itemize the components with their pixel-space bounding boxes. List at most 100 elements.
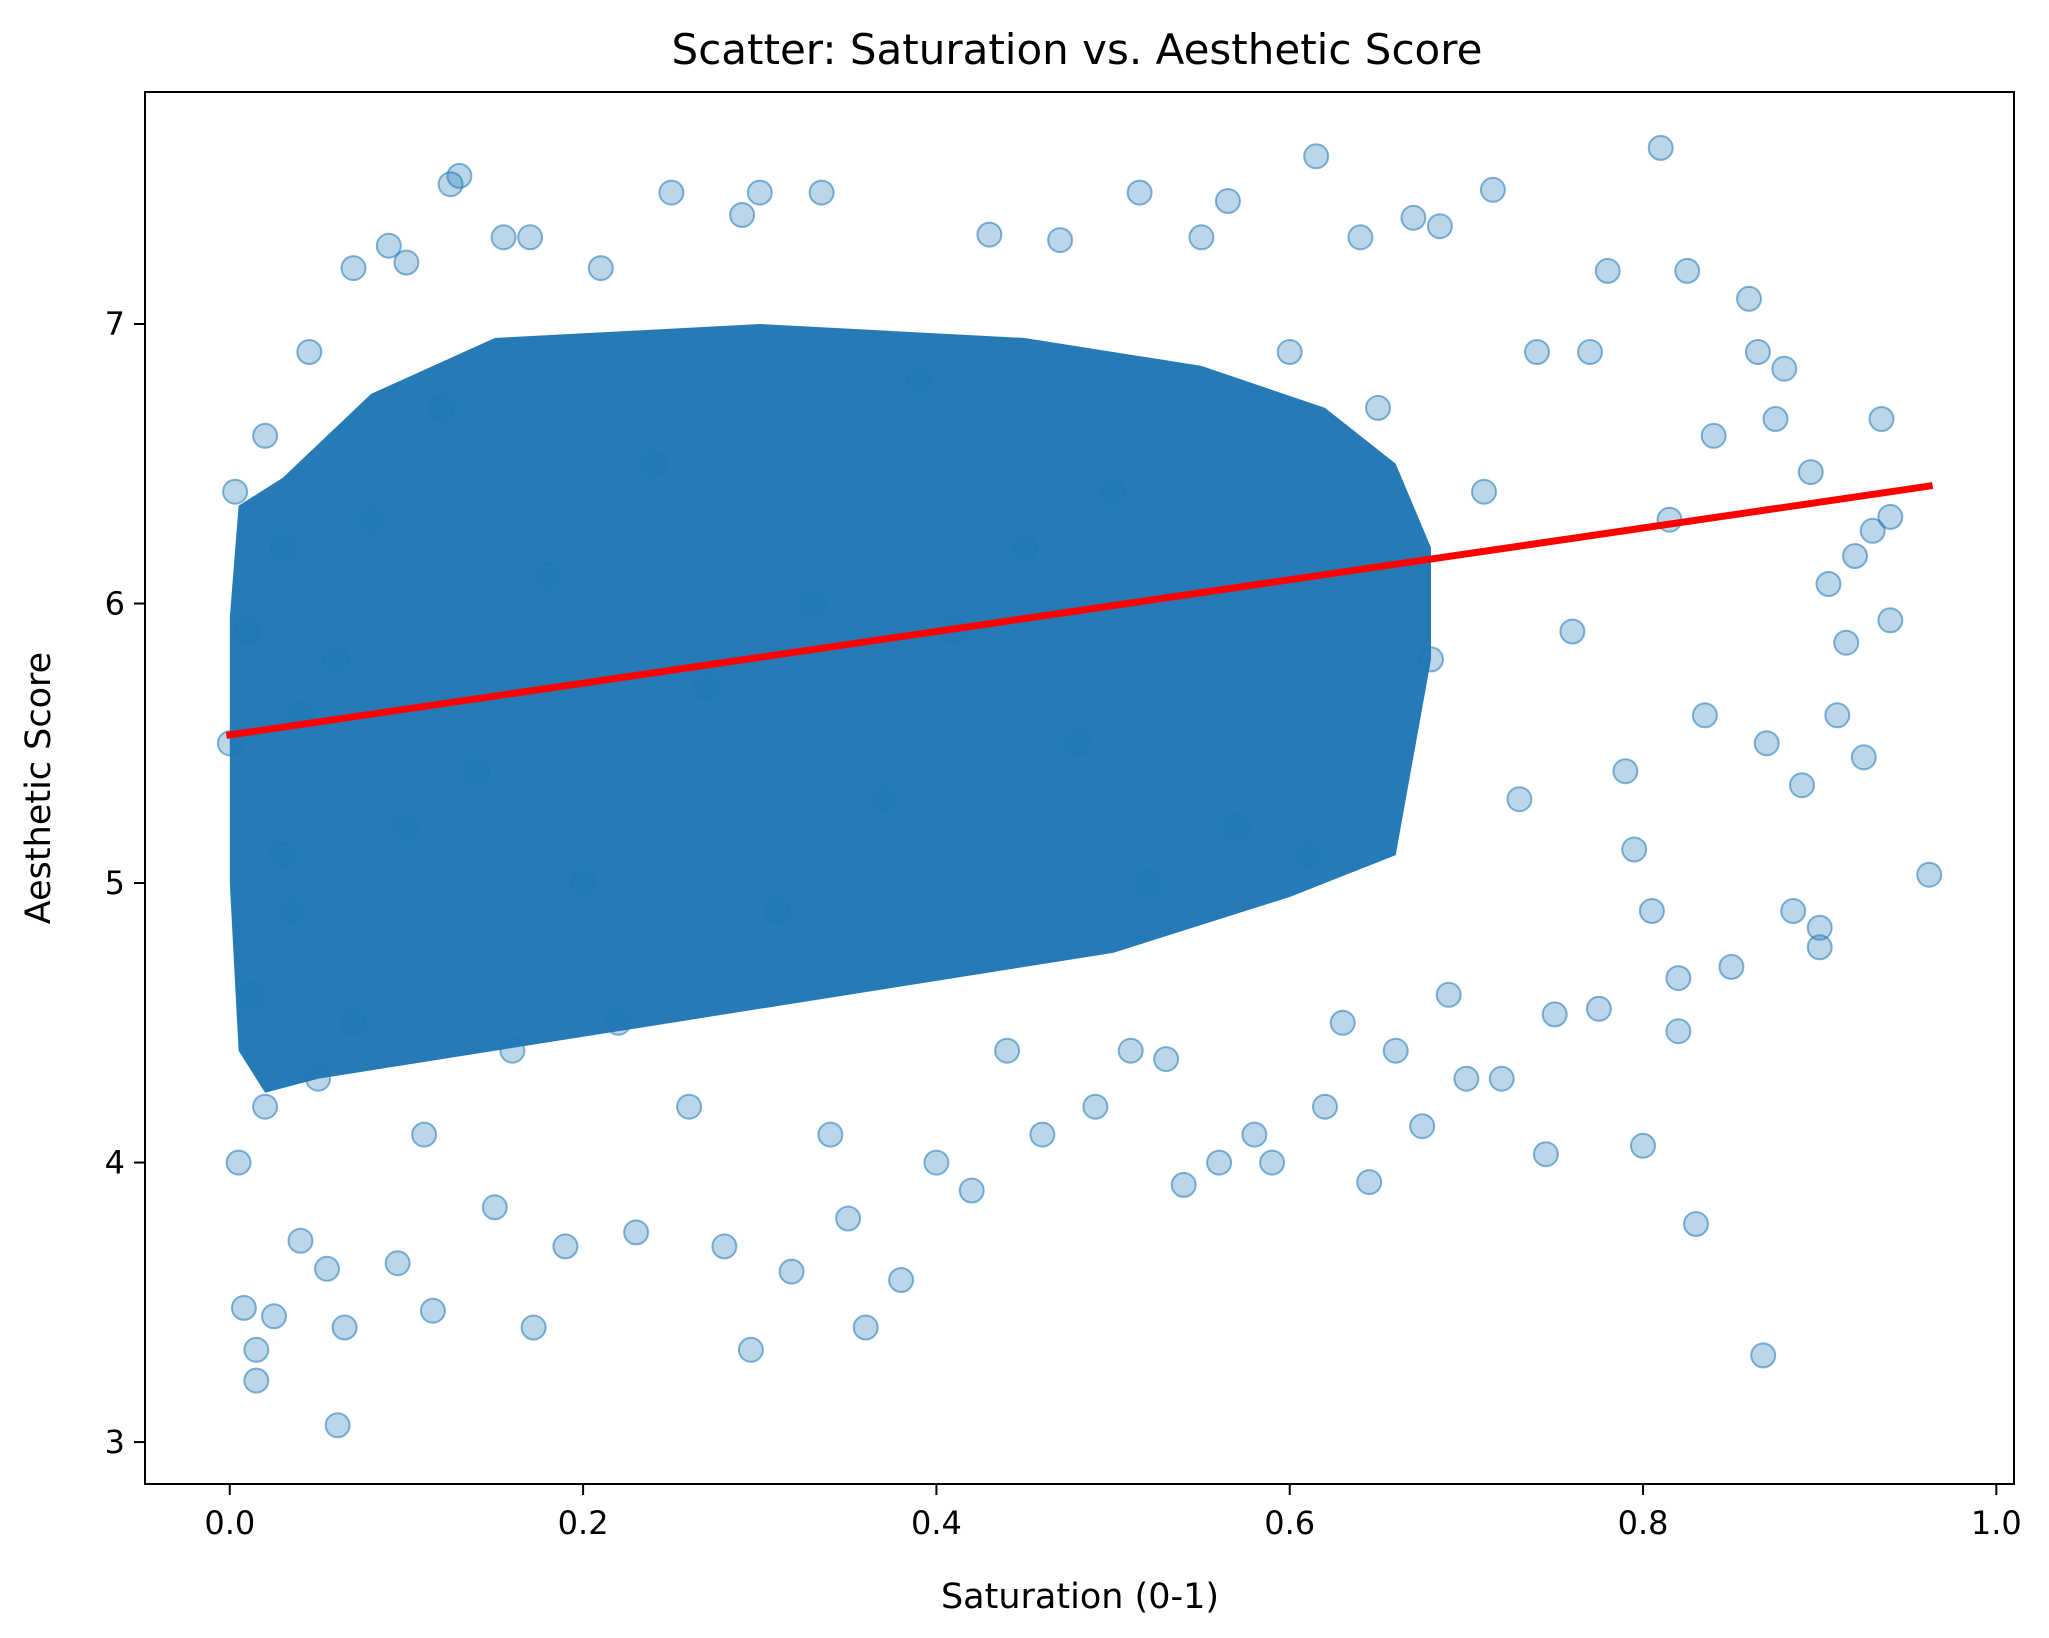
scatter-point	[499, 1037, 526, 1064]
scatter-point	[1665, 965, 1692, 992]
scatter-point	[296, 339, 323, 365]
scatter-point	[640, 450, 667, 477]
scatter-point	[1806, 934, 1833, 961]
scatter-point	[1797, 459, 1824, 486]
scatter-point	[658, 179, 685, 206]
scatter-point	[1594, 257, 1621, 284]
y-axis-label: Aesthetic Score	[19, 652, 59, 924]
scatter-point	[1303, 143, 1330, 170]
scatter-point	[1356, 1169, 1383, 1196]
scatter-point	[446, 162, 473, 189]
scatter-point	[269, 842, 296, 869]
scatter-point	[1750, 1342, 1777, 1369]
scatter-point	[1541, 1001, 1568, 1028]
x-tick-label: 0.2	[558, 1504, 609, 1542]
scatter-point	[1859, 517, 1886, 544]
scatter-point	[1153, 1046, 1180, 1073]
scatter-point	[375, 232, 402, 259]
y-tick-label: 3	[105, 1423, 125, 1461]
scatter-point	[222, 478, 249, 505]
scatter-point	[340, 1009, 367, 1036]
scatter-point	[1214, 188, 1241, 214]
scatter-point	[1630, 1132, 1656, 1159]
scatter-point	[552, 1233, 579, 1260]
scatter-point	[852, 1314, 879, 1341]
scatter-point	[481, 1194, 508, 1221]
scatter-point	[1047, 227, 1074, 254]
x-axis-label: Saturation (0-1)	[941, 1577, 1219, 1617]
plot-area	[145, 92, 2014, 1484]
scatter-point	[1259, 1149, 1286, 1176]
scatter-point	[287, 1227, 314, 1254]
scatter-point	[1532, 1141, 1559, 1168]
scatter-point	[746, 179, 773, 206]
scatter-point	[888, 1267, 915, 1293]
x-tick-label: 0.6	[1264, 1504, 1315, 1542]
scatter-point	[1347, 224, 1374, 251]
scatter-point	[358, 506, 385, 533]
scatter-point	[393, 814, 420, 841]
x-tick-label: 0.0	[204, 1504, 255, 1542]
scatter-point	[1753, 730, 1780, 757]
scatter-point	[234, 618, 261, 645]
scatter-point	[419, 1297, 446, 1324]
regression-line	[225, 482, 1934, 739]
scatter-point	[314, 1255, 340, 1282]
scatter-point	[1365, 394, 1391, 421]
scatter-point	[1850, 744, 1877, 771]
scatter-point	[517, 224, 544, 251]
scatter-point	[1312, 1093, 1338, 1120]
scatter-point	[428, 394, 455, 421]
scatter-point	[676, 1093, 703, 1120]
scatter-point	[1206, 1149, 1233, 1176]
axes-frame	[144, 91, 2015, 1485]
scatter-point	[1329, 1009, 1356, 1036]
scatter-point	[1471, 478, 1497, 505]
y-tick-label: 6	[105, 585, 125, 623]
y-tick-label: 7	[105, 305, 125, 343]
scatter-point	[817, 1121, 844, 1148]
scatter-point	[322, 646, 349, 673]
scatter-point	[1577, 339, 1603, 365]
scatter-point	[905, 366, 932, 393]
scatter-point	[411, 1121, 438, 1148]
scatter-point	[570, 870, 597, 896]
scatter-point	[384, 1250, 411, 1277]
scatter-point	[269, 534, 296, 561]
scatter-point	[324, 1412, 351, 1439]
x-axis: 0.0 0.2 0.4 0.6 0.8 1.0	[204, 1484, 2022, 1542]
scatter-point	[1736, 285, 1762, 312]
scatter-point	[1621, 836, 1648, 863]
scatter-point	[393, 249, 420, 276]
points-layer	[216, 134, 1943, 1439]
scatter-point	[331, 1314, 358, 1341]
scatter-point	[1824, 702, 1851, 729]
scatter-point	[1011, 534, 1038, 561]
scatter-point	[605, 1009, 632, 1036]
dense-point-cloud	[229, 324, 1431, 1093]
scatter-point	[490, 224, 517, 251]
scatter-point	[1585, 995, 1612, 1022]
scatter-point	[764, 898, 791, 924]
scatter-point	[1877, 607, 1904, 634]
scatter-point	[1453, 1065, 1480, 1092]
scatter-point	[1916, 861, 1943, 888]
scatter-point	[1400, 204, 1427, 231]
scatter-point	[1665, 1018, 1692, 1045]
scatter-point	[1524, 339, 1550, 365]
scatter-point	[1241, 1121, 1268, 1148]
scatter-point	[737, 1336, 764, 1363]
scatter-point	[225, 1149, 252, 1176]
scatter-point	[1506, 786, 1533, 813]
scatter-point	[305, 1065, 332, 1092]
scatter-point	[1647, 134, 1674, 161]
dense-cloud-core	[229, 324, 1431, 1093]
scatter-point	[243, 1367, 270, 1394]
scatter-point	[1744, 339, 1771, 365]
scatter-point	[1877, 503, 1904, 530]
scatter-point	[1479, 176, 1506, 203]
scatter-point	[1188, 224, 1215, 251]
scatter-point	[1559, 618, 1586, 645]
scatter-point	[464, 758, 491, 785]
